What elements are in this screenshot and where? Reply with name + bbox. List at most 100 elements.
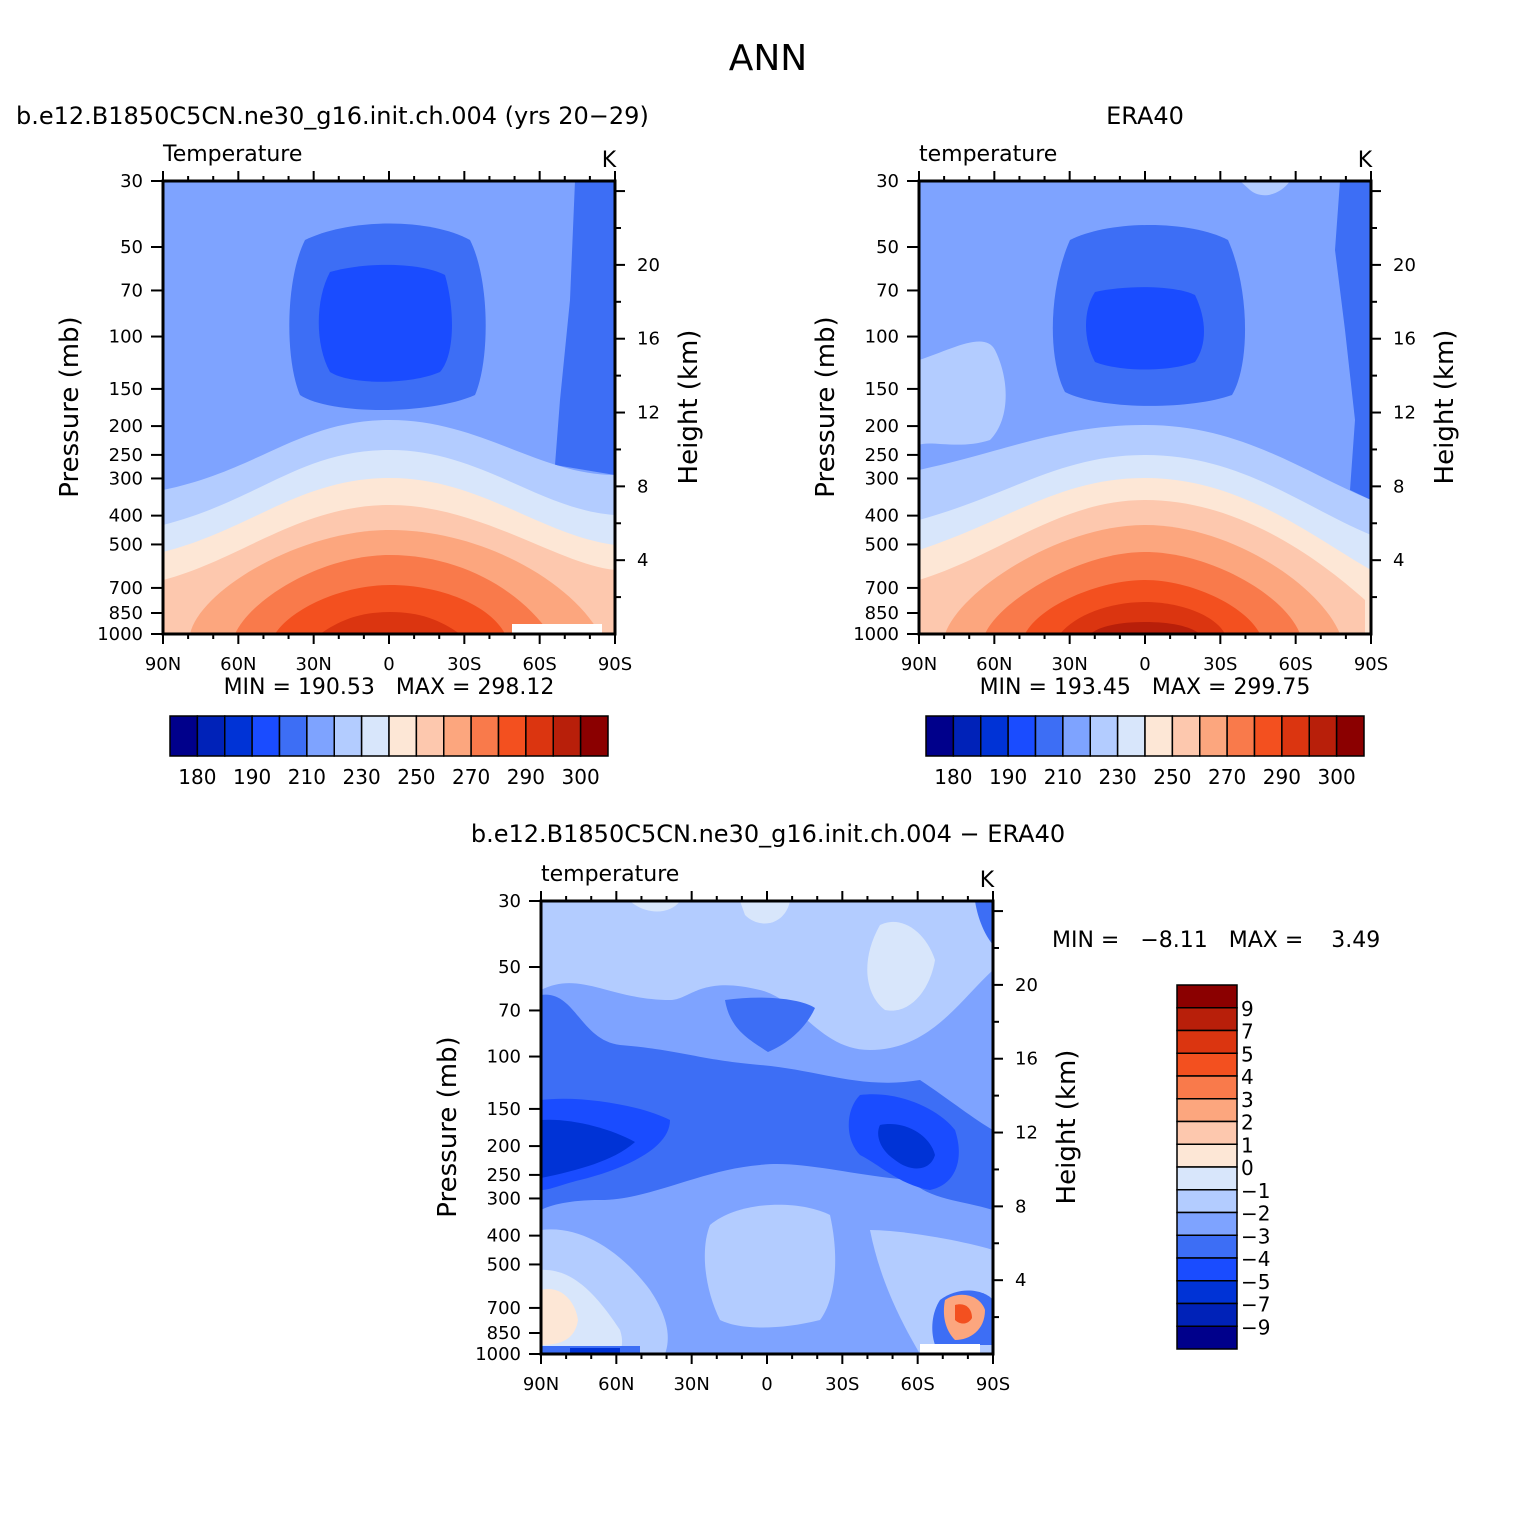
- colorbar-swatch: [1034, 715, 1064, 757]
- model-level-red-orange: [275, 585, 505, 634]
- y-tick-label: 700: [865, 578, 899, 599]
- colorbar-swatch: [1226, 715, 1256, 757]
- colorbar-swatch: [1176, 984, 1238, 1009]
- x-tick-label: 30N: [1051, 654, 1087, 675]
- x-tick-label: 30N: [673, 1374, 709, 1395]
- model-axes: 90N 60N 30N 0 30S 60S 90S 30 50 70 100 150 200 250300…: [97, 171, 660, 675]
- colorbar-label: 190: [989, 765, 1027, 789]
- diff-units-label: K: [980, 868, 995, 893]
- y-right-tick-label: 16: [1393, 329, 1416, 350]
- colorbar-swatch: [925, 715, 955, 757]
- x-tick-label: 90N: [145, 654, 181, 675]
- colorbar-label: 270: [452, 765, 490, 789]
- diff-level-left-coldest: [541, 1119, 635, 1178]
- x-tick-label: 90N: [901, 654, 937, 675]
- colorbar-swatch: [980, 715, 1009, 757]
- model-max-value: 298.12: [477, 675, 554, 700]
- y-tick-label: 850: [109, 603, 143, 624]
- colorbar-swatch: [1176, 1075, 1238, 1100]
- x-tick-label: 30S: [825, 1374, 859, 1395]
- model-ylabel-right: Height (km): [674, 330, 704, 485]
- y-tick-label: 30: [876, 171, 899, 192]
- y-right-tick-label: 8: [637, 476, 648, 497]
- y-tick-label: 1000: [853, 624, 899, 645]
- y-tick-label: 850: [487, 1323, 521, 1344]
- colorbar-label: 1: [1241, 1133, 1254, 1157]
- y-tick-label: 150: [487, 1099, 521, 1120]
- obs-min-label: MIN =: [980, 675, 1047, 700]
- y-right-tick-label: 20: [1393, 255, 1416, 276]
- colorbar-swatch: [1308, 715, 1338, 757]
- colorbar-swatch: [552, 715, 582, 757]
- x-tick-label: 60S: [900, 1374, 934, 1395]
- colorbar-swatch: [1176, 1098, 1238, 1123]
- colorbar-swatch: [1199, 715, 1228, 757]
- colorbar-swatch: [360, 715, 390, 757]
- colorbar-label: 7: [1241, 1020, 1254, 1044]
- colorbar-label: −2: [1241, 1202, 1270, 1226]
- diff-level-top-pale-mid: [740, 901, 790, 924]
- diff-level-right-coldest: [878, 1124, 935, 1169]
- x-tick-label: 60S: [522, 654, 556, 675]
- y-tick-label: 70: [498, 1000, 521, 1021]
- colorbar-label: −4: [1241, 1247, 1270, 1271]
- colorbar-swatch: [333, 715, 363, 757]
- y-right-tick-label: 12: [1015, 1123, 1038, 1144]
- colorbar-label: −5: [1241, 1270, 1270, 1294]
- obs-level-dark-red: [1060, 602, 1225, 634]
- y-tick-label: 300: [109, 468, 143, 489]
- y-tick-label: 500: [487, 1254, 521, 1275]
- model-variable-label: Temperature: [162, 142, 302, 167]
- model-panel-title: b.e12.B1850C5CN.ne30_g16.init.ch.004 (yr…: [16, 102, 649, 130]
- diff-panel: 90N 60N 30N 0 30S 60S 90S305070100150200250300…: [433, 862, 1380, 1395]
- y-right-tick-label: 8: [1015, 1196, 1026, 1217]
- y-tick-label: 1000: [97, 624, 143, 645]
- y-tick-label: 50: [876, 237, 899, 258]
- obs-level-high-lat-cold: [1335, 181, 1371, 500]
- y-tick-label: 100: [109, 327, 143, 348]
- obs-panel: 90N 60N 30N 0 30S 60S 90S305070100150200250300…: [811, 142, 1460, 789]
- colorbar-label: −7: [1241, 1293, 1270, 1317]
- y-tick-label: 400: [865, 506, 899, 527]
- colorbar-swatch: [196, 715, 226, 757]
- y-tick-label: 200: [487, 1136, 521, 1157]
- obs-level-tropopause-core: [1086, 287, 1204, 370]
- x-tick-label: 30N: [295, 654, 331, 675]
- obs-ylabel: Pressure (mb): [811, 316, 841, 497]
- colorbar-swatch: [443, 715, 472, 757]
- diff-level-top-right-corner: [975, 901, 993, 945]
- obs-contour-field: [919, 181, 1371, 634]
- colorbar-swatch: [278, 715, 308, 757]
- diff-variable-label: temperature: [541, 862, 679, 887]
- diff-axes: 90N 60N 30N 0 30S 60S 90S 30 50 70 100 150 200 250300…: [475, 891, 1038, 1395]
- y-right-tick-label: 12: [1393, 403, 1416, 424]
- diff-max-label: MAX =: [1229, 928, 1304, 953]
- x-tick-label: 0: [383, 654, 394, 675]
- colorbar-swatch: [388, 715, 418, 757]
- x-tick-label: 90S: [598, 654, 632, 675]
- y-right-tick-label: 4: [1393, 550, 1404, 571]
- obs-units-label: K: [1358, 148, 1373, 173]
- y-tick-label: 70: [120, 280, 143, 301]
- y-right-tick-label: 20: [637, 255, 660, 276]
- colorbar-swatch: [1176, 1302, 1238, 1327]
- diff-missing-data: [920, 1344, 980, 1354]
- y-tick-label: 500: [109, 534, 143, 555]
- diff-ylabel-right: Height (km): [1052, 1050, 1082, 1205]
- diff-stats: MIN = −8.11 MAX = 3.49: [1052, 928, 1380, 953]
- x-tick-label: 60S: [1278, 654, 1312, 675]
- colorbar-swatch: [1116, 715, 1146, 757]
- colorbar-label: 210: [1044, 765, 1082, 789]
- colorbar-swatch: [1176, 1257, 1238, 1282]
- colorbar-swatch: [497, 715, 527, 757]
- colorbar-swatch: [415, 715, 445, 757]
- x-tick-label: 0: [761, 1374, 772, 1395]
- colorbar-label: −9: [1241, 1315, 1270, 1339]
- colorbar-swatch: [1335, 715, 1365, 757]
- y-right-tick-label: 20: [1015, 975, 1038, 996]
- colorbar-swatch: [1176, 1029, 1238, 1054]
- x-tick-label: 30S: [447, 654, 481, 675]
- y-tick-label: 1000: [475, 1344, 521, 1365]
